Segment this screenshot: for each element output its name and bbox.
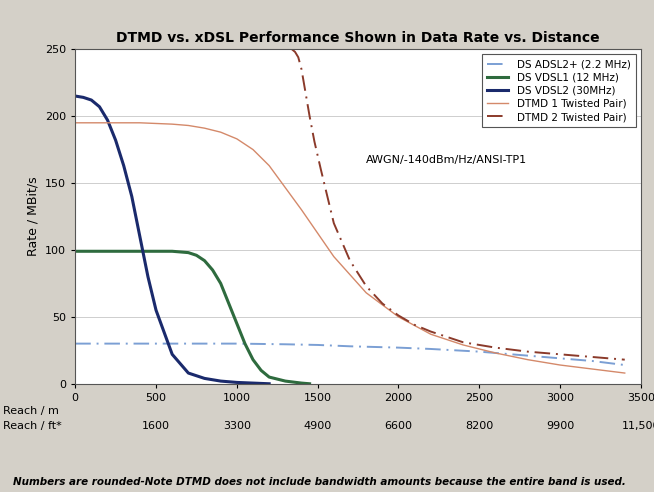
Text: Reach / m: Reach / m (3, 406, 59, 416)
Text: 8200: 8200 (465, 421, 493, 430)
Text: Numbers are rounded-Note DTMD does not include bandwidth amounts because the ent: Numbers are rounded-Note DTMD does not i… (13, 477, 626, 487)
Title: DTMD vs. xDSL Performance Shown in Data Rate vs. Distance: DTMD vs. xDSL Performance Shown in Data … (116, 31, 600, 45)
Y-axis label: Rate / MBit/s: Rate / MBit/s (27, 177, 39, 256)
Text: 6600: 6600 (385, 421, 413, 430)
Text: 3300: 3300 (223, 421, 251, 430)
Text: 1600: 1600 (142, 421, 170, 430)
Text: Reach / ft*: Reach / ft* (3, 421, 62, 430)
Text: 4900: 4900 (303, 421, 332, 430)
Text: 9900: 9900 (546, 421, 574, 430)
Text: 11,500: 11,500 (622, 421, 654, 430)
Text: AWGN/-140dBm/Hz/ANSI-TP1: AWGN/-140dBm/Hz/ANSI-TP1 (366, 155, 528, 165)
Legend: DS ADSL2+ (2.2 MHz), DS VDSL1 (12 MHz), DS VDSL2 (30MHz), DTMD 1 Twisted Pair), : DS ADSL2+ (2.2 MHz), DS VDSL1 (12 MHz), … (482, 55, 636, 127)
